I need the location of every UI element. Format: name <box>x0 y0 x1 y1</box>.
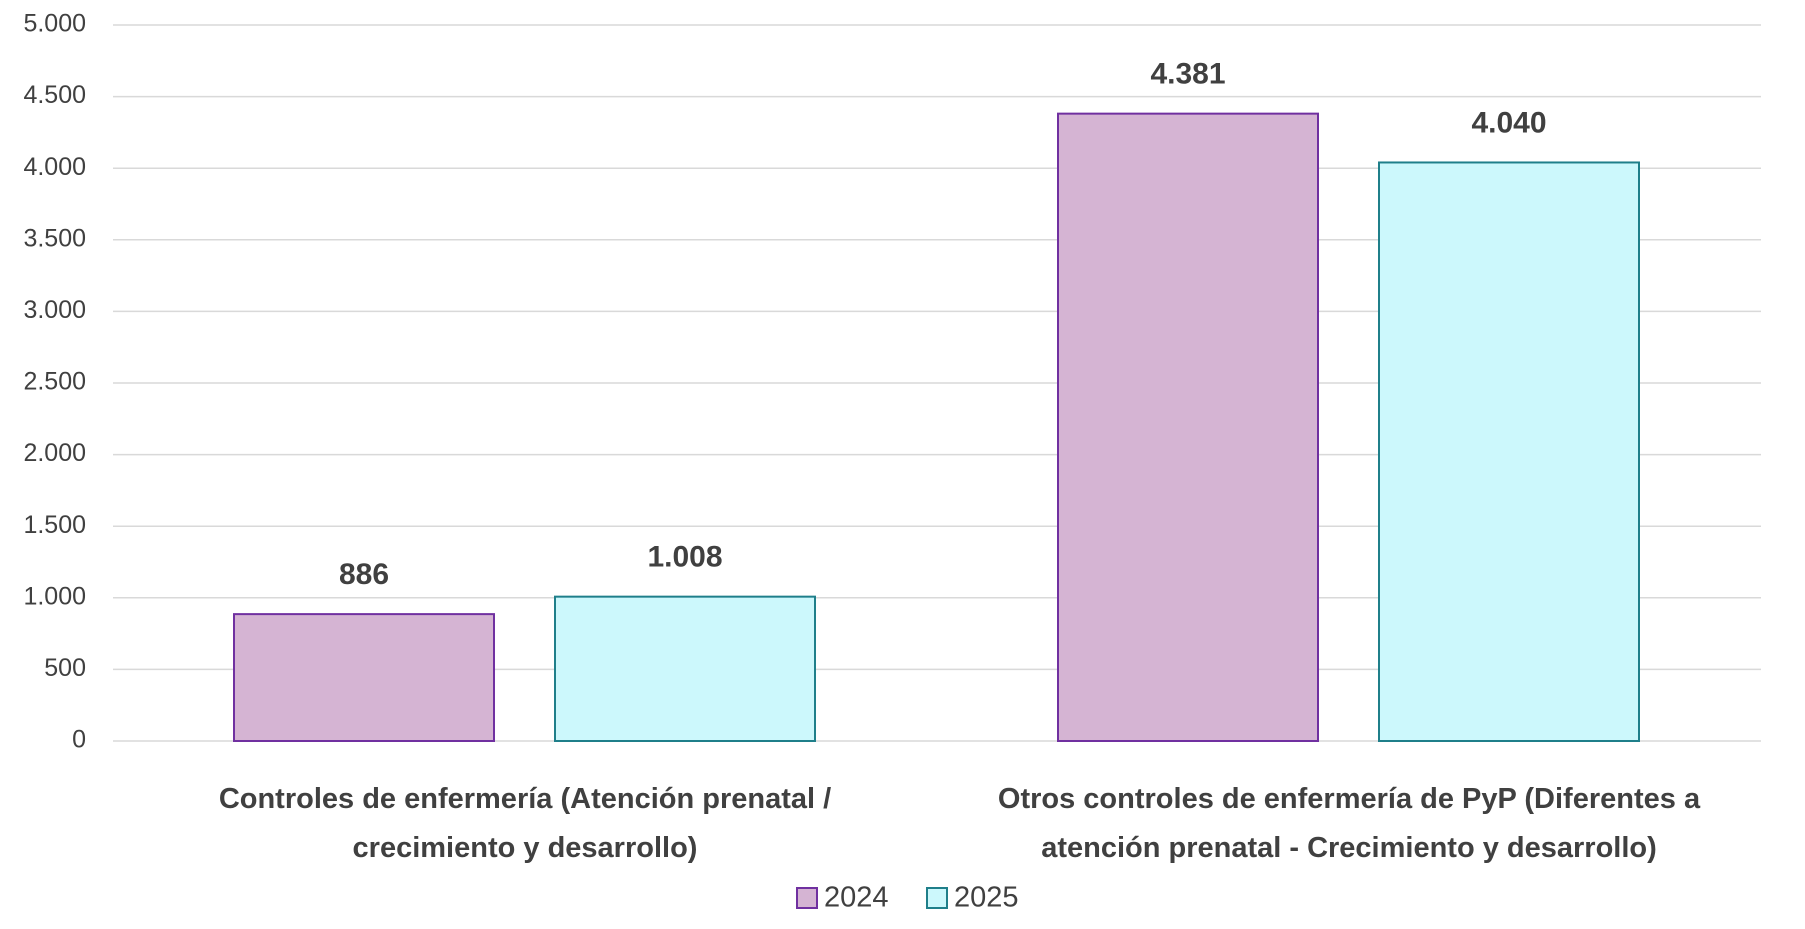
legend-label: 2025 <box>954 882 1019 914</box>
bar <box>1057 112 1319 742</box>
data-label: 886 <box>339 558 389 591</box>
legend-swatch <box>926 887 948 909</box>
y-tick-label: 4.500 <box>23 81 86 109</box>
bar <box>1378 161 1640 743</box>
y-tick-label: 500 <box>44 654 86 682</box>
data-label: 4.381 <box>1150 58 1225 91</box>
y-tick-label: 3.000 <box>23 296 86 324</box>
y-tick-label: 1.000 <box>23 582 86 610</box>
bar <box>554 595 816 743</box>
y-tick-label: 2.000 <box>23 439 86 467</box>
y-tick-label: 3.500 <box>23 224 86 252</box>
bar <box>233 613 495 743</box>
y-tick-label: 1.500 <box>23 511 86 539</box>
data-label: 4.040 <box>1471 106 1546 139</box>
category-label: Otros controles de enfermería de PyP (Di… <box>997 783 1701 864</box>
category-label: Controles de enfermería (Atención prenat… <box>218 783 832 864</box>
y-tick-label: 5.000 <box>23 10 86 38</box>
legend-label: 2024 <box>824 882 889 914</box>
legend-swatch <box>796 887 818 909</box>
y-tick-label: 2.500 <box>23 368 86 396</box>
y-tick-label: 0 <box>72 726 86 754</box>
y-tick-label: 4.000 <box>23 153 86 181</box>
data-label: 1.008 <box>647 541 722 574</box>
